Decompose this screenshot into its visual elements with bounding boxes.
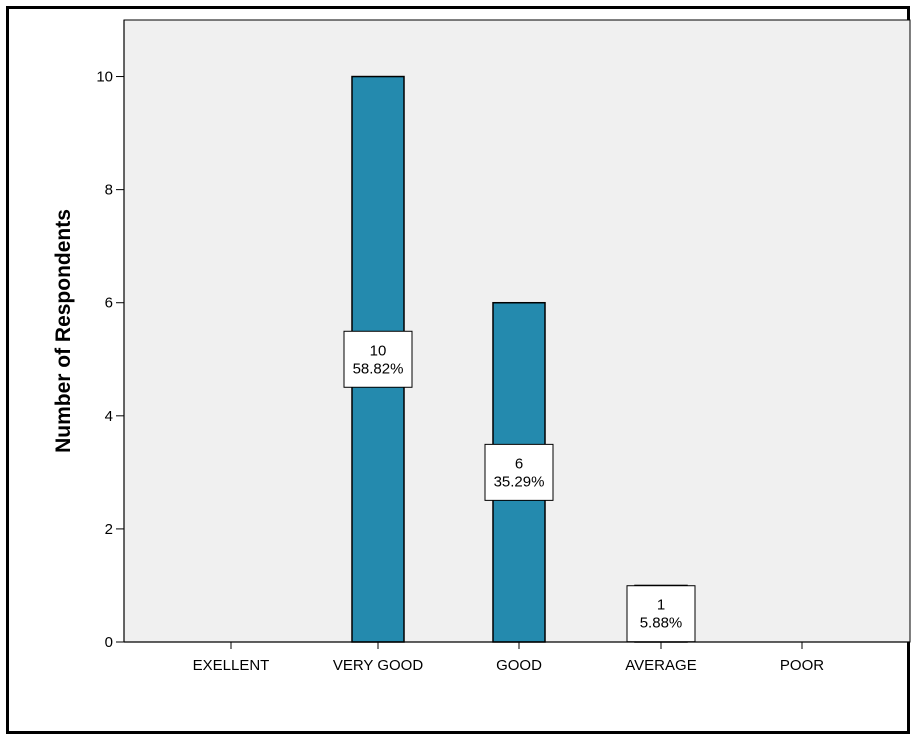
data-label-box [343,330,413,388]
x-category-label: POOR [780,657,824,674]
y-tick-label: 10 [96,69,113,86]
data-label-count: 1 [657,597,665,614]
data-label-box [484,443,554,501]
data-label-count: 6 [515,455,523,472]
x-category-label: EXELLENT [193,657,270,674]
data-label-percent: 5.88% [640,615,683,632]
data-label-percent: 35.29% [494,473,545,490]
y-tick-label: 6 [105,295,113,312]
y-tick-label: 4 [105,408,113,425]
y-tick-label: 2 [105,521,113,538]
y-tick-label: 0 [105,634,113,651]
data-label-percent: 58.82% [353,360,404,377]
x-category-label: AVERAGE [625,657,696,674]
data-label-box [626,585,696,643]
data-label-count: 10 [370,342,387,359]
x-category-label: GOOD [496,657,542,674]
x-category-label: VERY GOOD [333,657,423,674]
y-axis-label: Number of Respondents [52,209,75,453]
y-tick-label: 8 [105,182,113,199]
